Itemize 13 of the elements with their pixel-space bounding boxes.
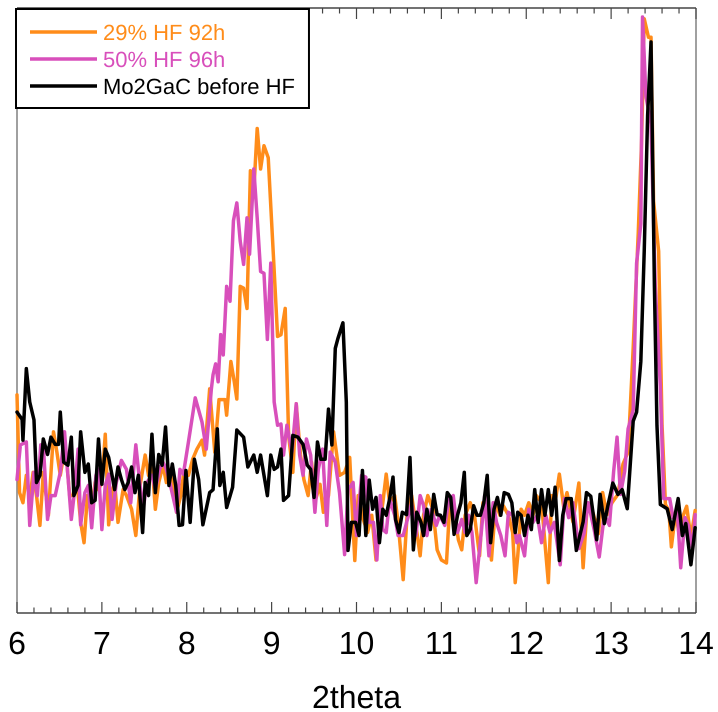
x-tick-label: 13 <box>593 625 629 661</box>
x-tick-label: 8 <box>178 625 196 661</box>
legend-label: 50% HF 96h <box>103 47 226 72</box>
x-tick-label: 7 <box>92 625 111 661</box>
legend-label: Mo2GaC before HF <box>103 74 295 99</box>
x-tick-label: 9 <box>262 625 281 661</box>
x-tick-label: 11 <box>424 625 458 661</box>
x-tick-label: 14 <box>678 625 714 661</box>
x-tick-label: 6 <box>8 625 26 661</box>
legend-label: 29% HF 92h <box>103 20 226 45</box>
x-tick-label: 10 <box>338 625 374 661</box>
x-tick-label: 12 <box>508 625 544 661</box>
x-axis-title: 2theta <box>312 679 402 712</box>
